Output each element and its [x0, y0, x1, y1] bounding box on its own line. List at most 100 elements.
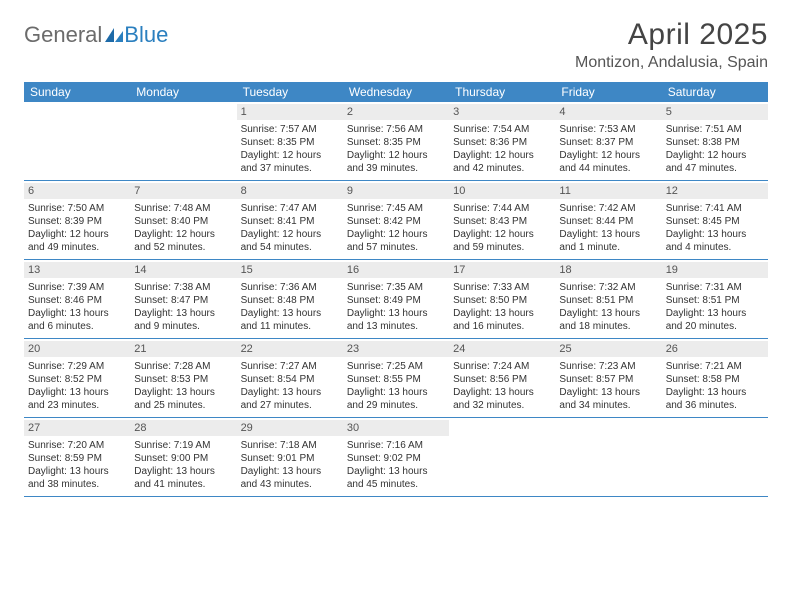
- day-number: 9: [343, 183, 449, 199]
- sunset-line: Sunset: 8:50 PM: [453, 294, 551, 307]
- day-number: 14: [130, 262, 236, 278]
- sail-icon: [104, 27, 124, 43]
- day-header: Sunday: [24, 82, 130, 102]
- day-number: 8: [237, 183, 343, 199]
- daylight-line: Daylight: 12 hours and 37 minutes.: [241, 149, 339, 175]
- sunset-line: Sunset: 8:41 PM: [241, 215, 339, 228]
- day-cell: 30Sunrise: 7:16 AMSunset: 9:02 PMDayligh…: [343, 418, 449, 496]
- day-cell: 5Sunrise: 7:51 AMSunset: 8:38 PMDaylight…: [662, 102, 768, 180]
- day-number: 18: [555, 262, 661, 278]
- day-cell: 10Sunrise: 7:44 AMSunset: 8:43 PMDayligh…: [449, 181, 555, 259]
- daylight-line: Daylight: 12 hours and 42 minutes.: [453, 149, 551, 175]
- sunrise-line: Sunrise: 7:16 AM: [347, 439, 445, 452]
- daylight-line: Daylight: 13 hours and 34 minutes.: [559, 386, 657, 412]
- sunrise-line: Sunrise: 7:35 AM: [347, 281, 445, 294]
- sunset-line: Sunset: 8:35 PM: [347, 136, 445, 149]
- sunrise-line: Sunrise: 7:18 AM: [241, 439, 339, 452]
- day-number: 6: [24, 183, 130, 199]
- daylight-line: Daylight: 13 hours and 38 minutes.: [28, 465, 126, 491]
- daylight-line: Daylight: 13 hours and 27 minutes.: [241, 386, 339, 412]
- daylight-line: Daylight: 13 hours and 13 minutes.: [347, 307, 445, 333]
- sunrise-line: Sunrise: 7:27 AM: [241, 360, 339, 373]
- sunrise-line: Sunrise: 7:48 AM: [134, 202, 232, 215]
- day-cell: 22Sunrise: 7:27 AMSunset: 8:54 PMDayligh…: [237, 339, 343, 417]
- day-cell: 15Sunrise: 7:36 AMSunset: 8:48 PMDayligh…: [237, 260, 343, 338]
- sunrise-line: Sunrise: 7:44 AM: [453, 202, 551, 215]
- day-cell: 3 Sunrise: 7:54 AMSunset: 8:36 PMDaylight…: [449, 102, 555, 180]
- day-cell: 2Sunrise: 7:56 AMSunset: 8:35 PMDaylight…: [343, 102, 449, 180]
- week-row: 6Sunrise: 7:50 AMSunset: 8:39 PMDaylight…: [24, 181, 768, 260]
- sunrise-line: Sunrise: 7:28 AM: [134, 360, 232, 373]
- calendar: SundayMondayTuesdayWednesdayThursdayFrid…: [24, 82, 768, 497]
- sunset-line: Sunset: 9:00 PM: [134, 452, 232, 465]
- day-header: Wednesday: [343, 82, 449, 102]
- sunrise-line: Sunrise: 7:32 AM: [559, 281, 657, 294]
- day-cell: 21 Sunrise: 7:28 AMSunset: 8:53 PMDayligh…: [130, 339, 236, 417]
- daylight-line: Daylight: 12 hours and 52 minutes.: [134, 228, 232, 254]
- daylight-line: Daylight: 13 hours and 25 minutes.: [134, 386, 232, 412]
- sunrise-line: Sunrise: 7:21 AM: [666, 360, 764, 373]
- daylight-line: Daylight: 13 hours and 16 minutes.: [453, 307, 551, 333]
- sunrise-line: Sunrise: 7:45 AM: [347, 202, 445, 215]
- sunrise-line: Sunrise: 7:38 AM: [134, 281, 232, 294]
- header-region: General Blue April 2025 Montizon, Andalu…: [24, 18, 768, 72]
- day-cell: 4Sunrise: 7:53 AMSunset: 8:37 PMDaylight…: [555, 102, 661, 180]
- sunset-line: Sunset: 8:53 PM: [134, 373, 232, 386]
- sunset-line: Sunset: 8:54 PM: [241, 373, 339, 386]
- day-header-row: SundayMondayTuesdayWednesdayThursdayFrid…: [24, 82, 768, 102]
- daylight-line: Daylight: 13 hours and 36 minutes.: [666, 386, 764, 412]
- sunset-line: Sunset: 8:42 PM: [347, 215, 445, 228]
- sunset-line: Sunset: 8:36 PM: [453, 136, 551, 149]
- logo: General Blue: [24, 18, 168, 48]
- sunset-line: Sunset: 8:55 PM: [347, 373, 445, 386]
- sunrise-line: Sunrise: 7:31 AM: [666, 281, 764, 294]
- day-number: 24: [449, 341, 555, 357]
- day-number: 1: [237, 104, 343, 120]
- day-number: 20: [24, 341, 130, 357]
- sunrise-line: Sunrise: 7:51 AM: [666, 123, 764, 136]
- sunset-line: Sunset: 8:52 PM: [28, 373, 126, 386]
- daylight-line: Daylight: 13 hours and 20 minutes.: [666, 307, 764, 333]
- day-cell: 26Sunrise: 7:21 AMSunset: 8:58 PMDayligh…: [662, 339, 768, 417]
- empty-cell: [130, 102, 236, 180]
- sunrise-line: Sunrise: 7:42 AM: [559, 202, 657, 215]
- sunrise-line: Sunrise: 7:36 AM: [241, 281, 339, 294]
- empty-cell: [555, 418, 661, 496]
- day-number: 11: [555, 183, 661, 199]
- day-number: 3: [449, 104, 555, 120]
- day-number: 10: [449, 183, 555, 199]
- daylight-line: Daylight: 12 hours and 39 minutes.: [347, 149, 445, 175]
- sunrise-line: Sunrise: 7:53 AM: [559, 123, 657, 136]
- daylight-line: Daylight: 13 hours and 43 minutes.: [241, 465, 339, 491]
- sunset-line: Sunset: 8:48 PM: [241, 294, 339, 307]
- sunrise-line: Sunrise: 7:24 AM: [453, 360, 551, 373]
- title-block: April 2025 Montizon, Andalusia, Spain: [575, 18, 768, 72]
- day-cell: 25Sunrise: 7:23 AMSunset: 8:57 PMDayligh…: [555, 339, 661, 417]
- day-number: 4: [555, 104, 661, 120]
- daylight-line: Daylight: 12 hours and 44 minutes.: [559, 149, 657, 175]
- sunset-line: Sunset: 8:51 PM: [666, 294, 764, 307]
- day-header: Tuesday: [237, 82, 343, 102]
- sunset-line: Sunset: 8:51 PM: [559, 294, 657, 307]
- day-cell: 19 Sunrise: 7:31 AMSunset: 8:51 PMDayligh…: [662, 260, 768, 338]
- sunrise-line: Sunrise: 7:25 AM: [347, 360, 445, 373]
- day-number: 29: [237, 420, 343, 436]
- day-header: Thursday: [449, 82, 555, 102]
- daylight-line: Daylight: 13 hours and 1 minute.: [559, 228, 657, 254]
- sunrise-line: Sunrise: 7:50 AM: [28, 202, 126, 215]
- day-number: 23: [343, 341, 449, 357]
- daylight-line: Daylight: 13 hours and 32 minutes.: [453, 386, 551, 412]
- sunset-line: Sunset: 8:57 PM: [559, 373, 657, 386]
- day-number: 28: [130, 420, 236, 436]
- weeks-container: 1Sunrise: 7:57 AMSunset: 8:35 PMDaylight…: [24, 102, 768, 497]
- day-number: 16: [343, 262, 449, 278]
- day-cell: 14Sunrise: 7:38 AMSunset: 8:47 PMDayligh…: [130, 260, 236, 338]
- daylight-line: Daylight: 12 hours and 57 minutes.: [347, 228, 445, 254]
- page-title: April 2025: [575, 18, 768, 52]
- daylight-line: Daylight: 13 hours and 11 minutes.: [241, 307, 339, 333]
- day-number: 27: [24, 420, 130, 436]
- day-number: 7: [130, 183, 236, 199]
- day-number: 19: [662, 262, 768, 278]
- sunrise-line: Sunrise: 7:54 AM: [453, 123, 551, 136]
- day-number: 21: [130, 341, 236, 357]
